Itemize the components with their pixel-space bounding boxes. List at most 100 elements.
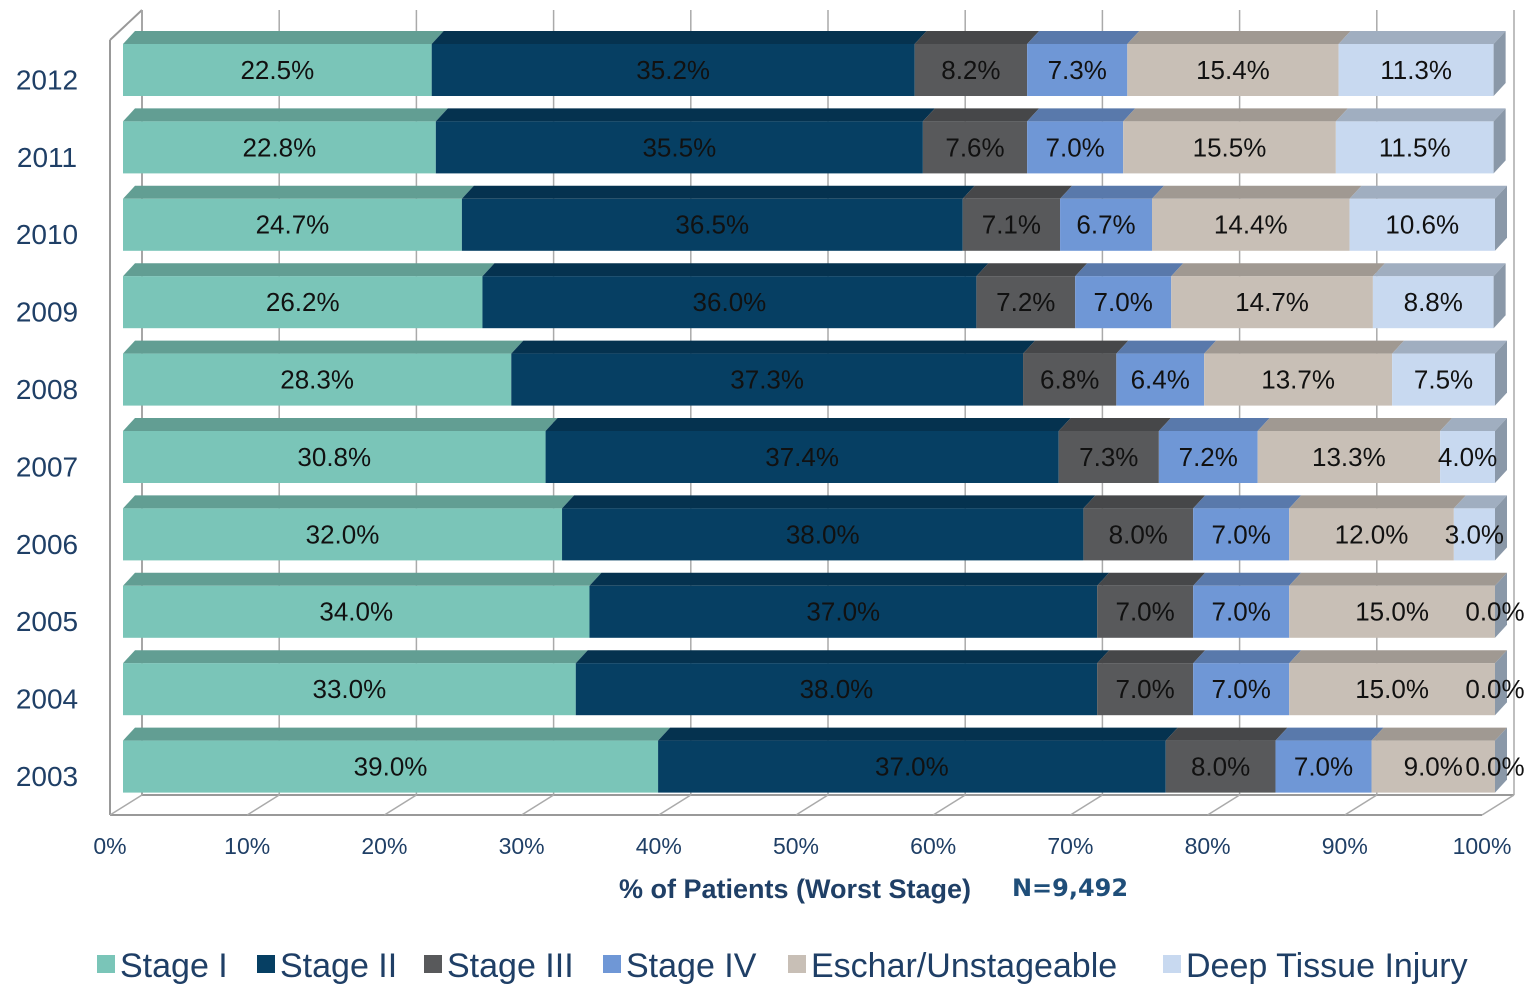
bar <box>1275 740 1372 793</box>
bar <box>1097 663 1194 716</box>
bar-depth <box>123 185 474 199</box>
value-label: 37.3% <box>730 364 804 394</box>
bar <box>1075 276 1172 329</box>
legend-swatch <box>603 955 621 973</box>
value-label: 7.1% <box>982 210 1041 240</box>
bar-depth <box>482 263 989 277</box>
value-label: 30.8% <box>297 442 371 472</box>
bar-depth <box>1193 572 1302 586</box>
annotation: N=9,492 <box>1012 874 1128 902</box>
value-label: 38.0% <box>786 519 860 549</box>
bar-depth <box>1495 340 1507 406</box>
bar-depth <box>435 108 935 122</box>
bar-depth <box>1440 418 1507 431</box>
bar <box>562 508 1084 561</box>
bar-depth <box>431 31 927 44</box>
bar <box>1193 663 1290 716</box>
bar-depth <box>976 263 1088 277</box>
bar-depth <box>1058 418 1171 431</box>
bar-depth <box>922 108 1040 122</box>
value-label: 15.5% <box>1193 132 1267 162</box>
bar-depth <box>1257 418 1453 431</box>
bar <box>962 198 1061 251</box>
bar <box>123 508 563 561</box>
value-label: 6.4% <box>1131 364 1190 394</box>
bar-depth <box>1372 263 1506 277</box>
bar <box>123 585 590 638</box>
bar-depth <box>1289 572 1507 586</box>
bar <box>1058 431 1159 483</box>
y-tick-label: 2006 <box>16 529 78 560</box>
bar-depth <box>1289 495 1466 509</box>
bar <box>1060 198 1152 251</box>
bar <box>1289 508 1454 561</box>
bar <box>1083 508 1194 561</box>
bar-depth <box>1392 340 1507 354</box>
value-label: 0.0% <box>1465 597 1524 627</box>
bar <box>435 121 923 174</box>
x-tick-label: 40% <box>636 833 682 859</box>
bar-depth <box>545 418 1071 431</box>
bar <box>1171 276 1373 329</box>
value-label: 8.2% <box>941 55 1000 85</box>
bar <box>123 276 483 329</box>
legend-label: Stage III <box>447 947 574 985</box>
bar-depth <box>1493 31 1506 96</box>
bar-depth <box>1116 340 1217 354</box>
value-label: 14.4% <box>1214 210 1288 240</box>
bar-depth <box>1171 263 1385 277</box>
bar <box>123 740 659 793</box>
value-label: 6.7% <box>1076 210 1135 240</box>
value-label: 35.2% <box>636 55 710 85</box>
bar <box>1349 198 1495 251</box>
bar-depth <box>123 31 444 44</box>
value-label: 26.2% <box>266 287 340 317</box>
bar-depth <box>1289 650 1507 664</box>
value-label: 15.0% <box>1355 597 1429 627</box>
bar-depth <box>1158 418 1270 431</box>
grid-line <box>658 794 692 816</box>
y-tick-label: 2007 <box>16 451 78 482</box>
x-axis-label: % of Patients (Worst Stage) <box>619 874 971 904</box>
bar <box>511 353 1024 406</box>
legend-swatch <box>788 955 806 973</box>
x-tick-label: 0% <box>93 833 126 859</box>
grid-line <box>246 794 280 816</box>
bar-depth <box>123 650 588 664</box>
y-tick-label: 2009 <box>16 297 78 328</box>
bar <box>1289 663 1495 716</box>
legend-label: Stage II <box>280 947 397 985</box>
bar <box>431 44 915 96</box>
value-label: 7.5% <box>1414 364 1473 394</box>
bar <box>123 198 462 251</box>
bar <box>922 121 1028 174</box>
value-label: 22.5% <box>240 55 314 85</box>
value-label: 37.0% <box>806 597 880 627</box>
bar <box>1097 585 1194 638</box>
bar-depth <box>123 108 448 122</box>
value-label: 8.0% <box>1191 751 1250 781</box>
value-label: 7.0% <box>1046 132 1105 162</box>
value-label: 7.3% <box>1048 55 1107 85</box>
x-tick-label: 10% <box>224 833 270 859</box>
x-tick-label: 70% <box>1047 833 1093 859</box>
value-label: 7.0% <box>1116 674 1175 704</box>
x-tick-label: 30% <box>499 833 545 859</box>
value-label: 11.3% <box>1380 55 1452 85</box>
bar <box>1204 353 1393 406</box>
bar <box>1338 44 1494 96</box>
value-label: 37.0% <box>875 751 949 781</box>
bar-depth <box>1493 108 1506 174</box>
bar <box>1023 353 1117 406</box>
bar <box>1127 44 1339 96</box>
legend-label: Stage IV <box>626 947 757 985</box>
bar-depth <box>1495 650 1507 716</box>
value-label: 0.0% <box>1465 674 1524 704</box>
value-label: 14.7% <box>1235 287 1309 317</box>
bar <box>1453 508 1495 561</box>
bar <box>658 740 1166 793</box>
bar <box>1123 121 1336 174</box>
bar-depth <box>562 495 1096 509</box>
value-label: 39.0% <box>354 751 428 781</box>
bar-depth <box>123 418 558 431</box>
